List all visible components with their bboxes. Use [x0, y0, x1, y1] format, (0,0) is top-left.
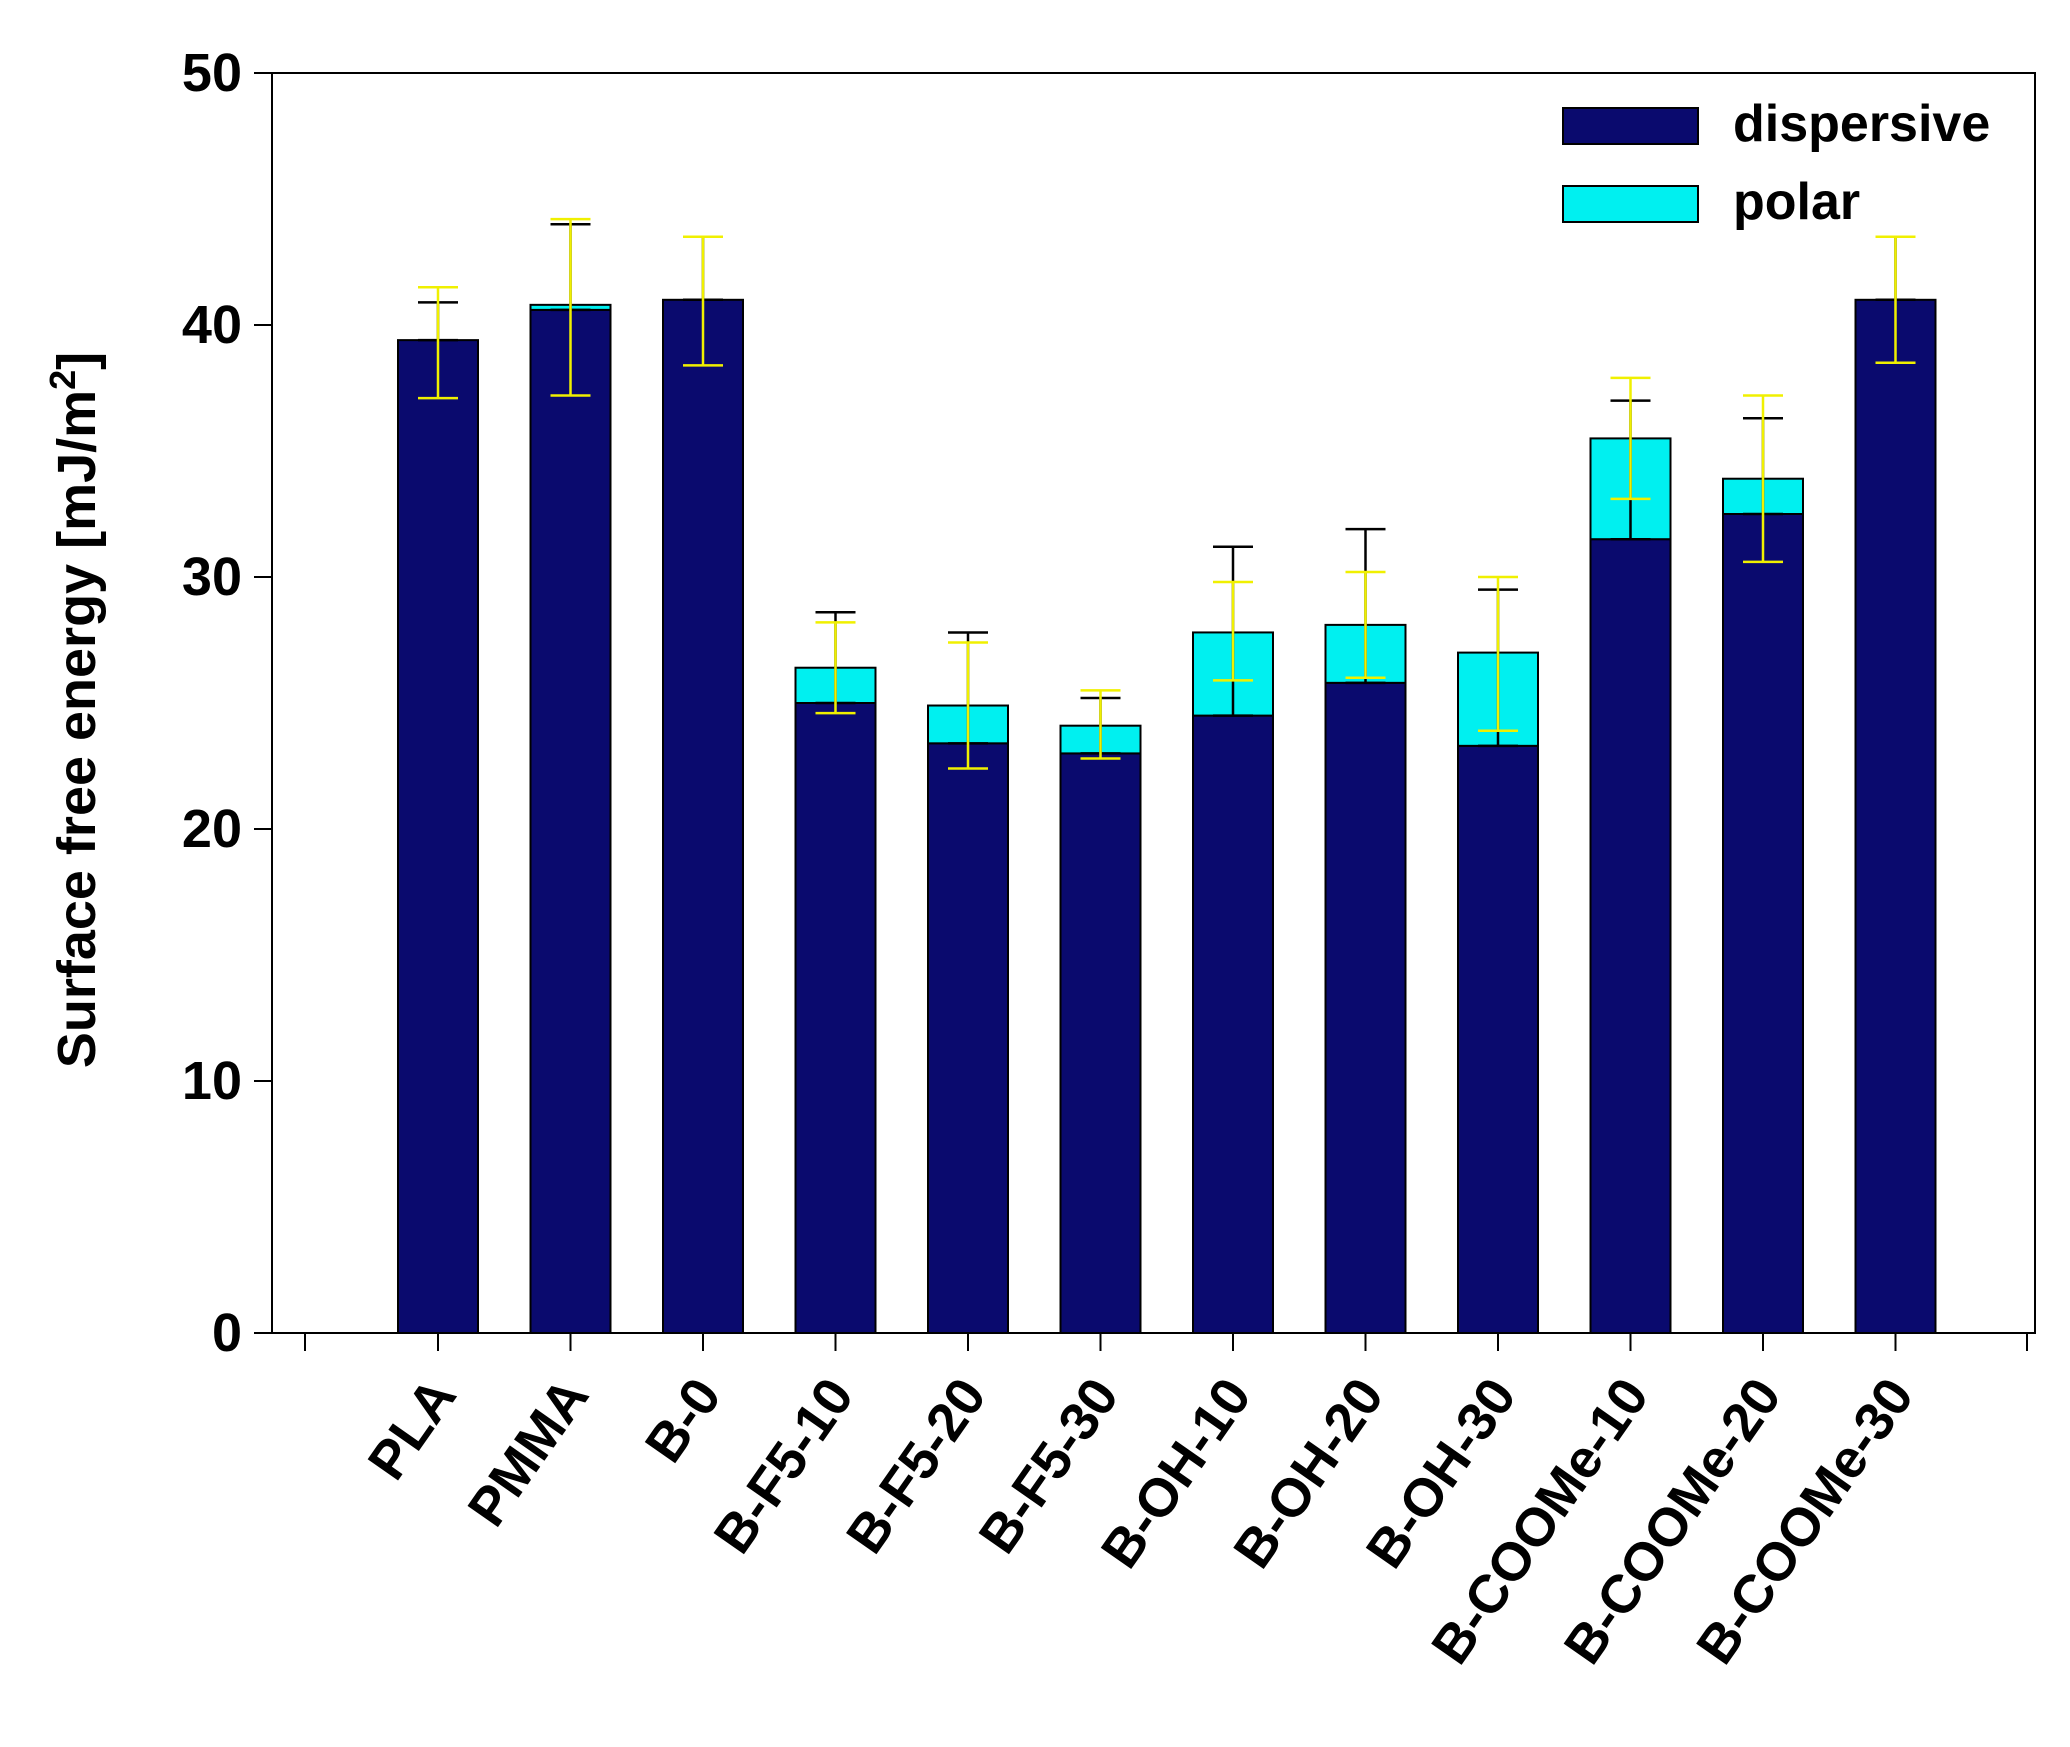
bar-dispersive-b-oh-20 — [1324, 681, 1407, 1334]
y-tick-label: 40 — [182, 295, 242, 355]
y-axis-label-main: Surface free energy [mJ/m — [47, 390, 107, 1068]
plot-frame — [271, 72, 2036, 1334]
y-axis-label: Surface free energy [mJ/m2] — [42, 352, 108, 1068]
bar-dispersive-b-coome-20 — [1722, 513, 1804, 1334]
bar-dispersive-b-f5-10 — [794, 702, 877, 1334]
y-tick-label: 20 — [182, 799, 242, 859]
y-tick-label: 30 — [182, 547, 242, 607]
x-tick-label: PLA — [357, 1367, 468, 1490]
y-tick-label: 50 — [182, 43, 242, 103]
bar-dispersive-pla — [397, 339, 479, 1334]
bar-dispersive-b-0 — [662, 298, 744, 1334]
y-tick-label: 10 — [182, 1051, 242, 1111]
legend-label-dispersive: dispersive — [1733, 95, 1990, 153]
bar-dispersive-b-coome-30 — [1854, 298, 1937, 1334]
bar-dispersive-pmma — [529, 308, 612, 1334]
bar-dispersive-b-oh-30 — [1457, 744, 1539, 1334]
bar-dispersive-b-f5-30 — [1059, 752, 1142, 1334]
y-tick-label: 0 — [212, 1303, 242, 1363]
legend-label-polar: polar — [1733, 173, 1860, 231]
legend-swatch-polar — [1562, 185, 1699, 223]
bar-dispersive-b-oh-10 — [1192, 714, 1274, 1334]
x-tick-label: B-0 — [634, 1367, 733, 1473]
bar-dispersive-b-coome-10 — [1589, 538, 1672, 1334]
bar-dispersive-b-f5-20 — [927, 742, 1009, 1334]
y-axis-label-close: ] — [47, 352, 107, 370]
y-axis-label-superscript: 2 — [42, 370, 83, 390]
legend-swatch-dispersive — [1562, 107, 1699, 145]
x-tick-label: PMMA — [457, 1367, 601, 1537]
